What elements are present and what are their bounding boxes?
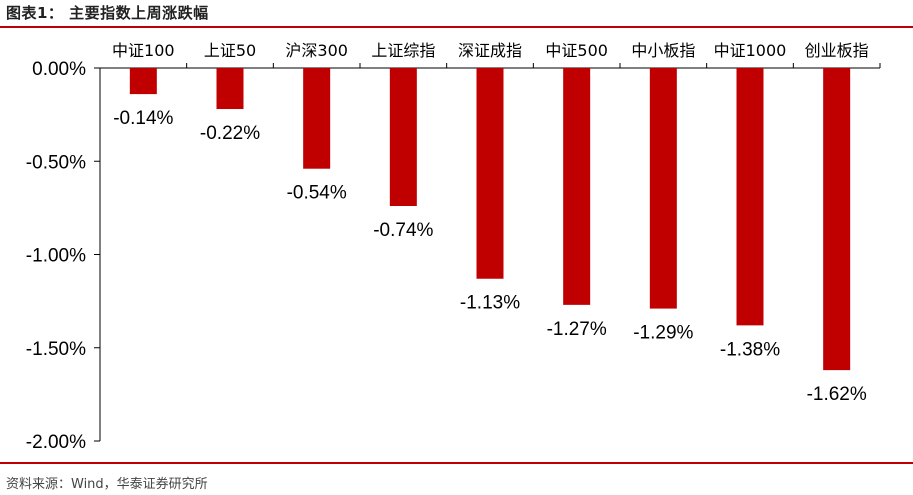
bar xyxy=(216,68,244,110)
chart-header: 图表1： 主要指数上周涨跌幅 xyxy=(0,0,913,28)
y-tick-label: -1.50% xyxy=(26,339,86,360)
y-tick-label: -2.00% xyxy=(26,432,86,453)
data-label: -1.29% xyxy=(633,323,693,344)
bar xyxy=(129,68,157,95)
category-label: 中证100 xyxy=(112,41,175,60)
category-label: 沪深300 xyxy=(285,41,348,60)
category-label: 中证1000 xyxy=(714,41,787,60)
category-label: 深证成指 xyxy=(458,41,522,60)
source-note: 资料来源：Wind，华泰证券研究所 xyxy=(6,477,208,492)
data-label: -1.62% xyxy=(807,384,867,405)
data-label: -1.38% xyxy=(720,339,780,360)
category-label: 上证综指 xyxy=(371,41,435,60)
category-label: 创业板指 xyxy=(805,41,869,60)
bar xyxy=(649,68,677,309)
data-label: -0.22% xyxy=(200,123,260,144)
data-label: -1.13% xyxy=(460,293,520,314)
data-label: -1.27% xyxy=(547,319,607,340)
bar xyxy=(476,68,504,279)
y-tick-label: -0.50% xyxy=(26,152,86,173)
bar xyxy=(389,68,417,207)
data-label: -0.54% xyxy=(287,183,347,204)
bar xyxy=(823,68,851,371)
header-rule xyxy=(0,26,913,28)
category-label: 中小板指 xyxy=(631,41,695,60)
chart-title: 图表1： 主要指数上周涨跌幅 xyxy=(6,4,209,22)
bar xyxy=(303,68,331,169)
bar xyxy=(563,68,591,305)
data-label: -0.14% xyxy=(113,108,173,129)
data-label: -0.74% xyxy=(373,220,433,241)
footer-rule xyxy=(0,462,913,464)
category-label: 中证500 xyxy=(545,41,608,60)
y-tick-label: 0.00% xyxy=(32,59,86,80)
y-tick-label: -1.00% xyxy=(26,246,86,267)
category-label: 上证50 xyxy=(204,41,256,60)
bar xyxy=(736,68,764,326)
